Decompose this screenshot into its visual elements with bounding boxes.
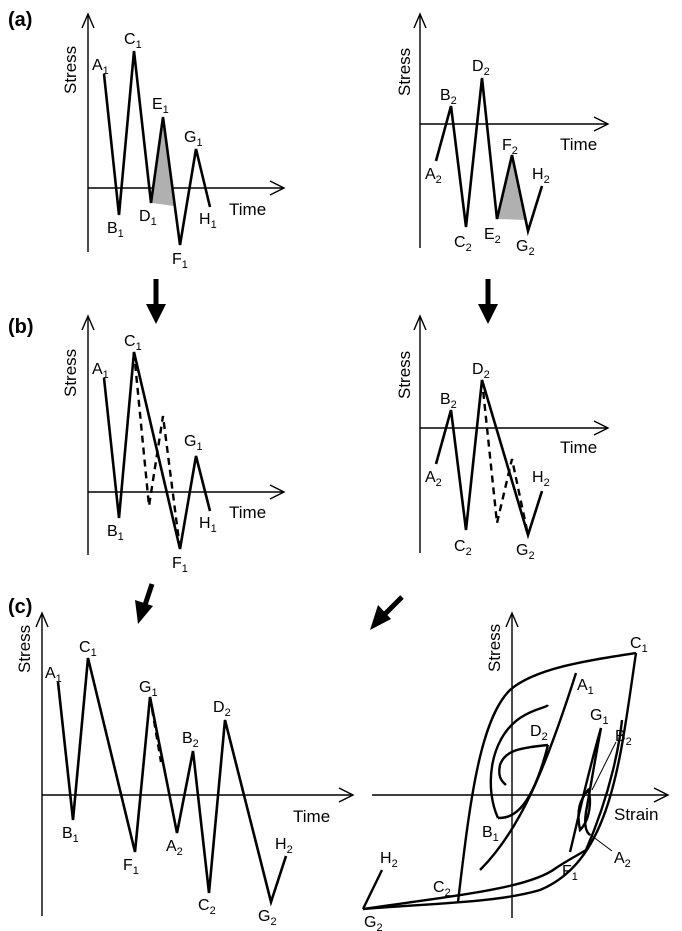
point-label-G2: G2 xyxy=(516,238,535,258)
point-label-C1: C1 xyxy=(124,31,142,51)
point-label-G2: G2 xyxy=(364,914,383,931)
point-label-B1: B1 xyxy=(62,825,79,845)
stress-axis-label: Stress xyxy=(395,48,414,96)
point-label-A1: A1 xyxy=(92,57,109,77)
stress-axis-label: Stress xyxy=(61,46,80,94)
leader-line-a2 xyxy=(587,832,613,852)
flow-arrow-right-bc xyxy=(370,595,404,630)
plot-c-left: Stress Time A1 C1 G1 B2 D2 H2 B1 F1 A2 C… xyxy=(15,611,355,928)
point-label-A1: A1 xyxy=(45,665,62,685)
leader-line-b2 xyxy=(591,741,617,791)
point-label-F2: F2 xyxy=(502,137,518,157)
point-label-D2: D2 xyxy=(530,723,548,743)
hysteresis-outer-descending xyxy=(362,652,638,911)
point-label-B2: B2 xyxy=(440,391,457,411)
hysteresis-branch-h2 xyxy=(361,869,384,910)
stress-signal-1 xyxy=(102,50,212,246)
flow-arrow-left-bc xyxy=(135,583,155,624)
plot-b-left: Stress Time A1 C1 G1 B1 F1 H1 xyxy=(61,314,286,575)
plot-a-right: Stress Time B2 D2 F2 H2 A2 C2 E2 G2 xyxy=(395,12,610,258)
flow-arrow-left-ab xyxy=(146,279,166,324)
point-label-B1: B1 xyxy=(482,824,499,844)
stress-axis-label: Stress xyxy=(15,625,34,673)
point-label-G1: G1 xyxy=(590,707,609,727)
point-label-D1: D1 xyxy=(139,208,157,228)
hysteresis-loop-b1 xyxy=(489,704,549,819)
point-label-C1: C1 xyxy=(630,635,648,655)
point-label-H2: H2 xyxy=(532,166,550,186)
hysteresis-outer-ascending-lower xyxy=(362,719,624,911)
panel-label-a: (a) xyxy=(8,9,32,31)
point-label-A2: A2 xyxy=(425,166,442,186)
flow-arrow-right-ab xyxy=(478,279,498,324)
point-label-C2: C2 xyxy=(433,879,451,899)
plot-c-right: Stress Strain C1 A1 D2 G1 B2 B1 A2 F1 C2… xyxy=(361,611,670,931)
time-axis-label: Time xyxy=(293,807,330,826)
point-label-C1: C1 xyxy=(124,333,142,353)
point-label-B2: B2 xyxy=(182,730,199,750)
point-label-D2: D2 xyxy=(472,361,490,381)
point-label-C2: C2 xyxy=(454,538,472,558)
panel-label-b: (b) xyxy=(8,316,34,338)
time-axis-label: Time xyxy=(560,135,597,154)
point-label-A2: A2 xyxy=(166,838,183,858)
point-label-A2: A2 xyxy=(614,850,631,870)
removed-cycle-dashed-3 xyxy=(148,696,163,763)
point-label-F1: F1 xyxy=(562,863,578,883)
time-axis-label: Time xyxy=(229,503,266,522)
panel-label-c: (c) xyxy=(8,596,32,618)
point-label-G2: G2 xyxy=(516,542,535,562)
point-label-D2: D2 xyxy=(472,58,490,78)
strain-axis-label: Strain xyxy=(614,805,658,824)
point-label-B2: B2 xyxy=(615,728,632,748)
stress-signal-2 xyxy=(434,77,544,237)
plot-b-right: Stress Time B2 D2 H2 A2 C2 G2 xyxy=(395,314,610,562)
point-label-H2: H2 xyxy=(275,836,293,856)
point-label-F1: F1 xyxy=(172,555,188,575)
hysteresis-loop-d2-right xyxy=(497,744,550,820)
hysteresis-loop-d2-top xyxy=(498,743,549,786)
point-label-C2: C2 xyxy=(454,234,472,254)
point-label-F1: F1 xyxy=(123,857,139,877)
stress-axis-label: Stress xyxy=(485,624,504,672)
point-label-G1: G1 xyxy=(184,129,203,149)
point-label-F1: F1 xyxy=(172,251,188,271)
hysteresis-loop-g1 xyxy=(584,727,603,836)
point-label-E1: E1 xyxy=(152,96,169,116)
time-axis-label: Time xyxy=(229,200,266,219)
hysteresis-loop-b2-a2 xyxy=(577,787,592,833)
point-label-H1: H1 xyxy=(199,515,217,535)
shaded-region-1 xyxy=(152,117,174,206)
point-label-H1: H1 xyxy=(199,211,217,231)
removed-cycle-dashed-1 xyxy=(132,351,182,550)
stress-signal-2-reduced xyxy=(434,379,544,540)
time-axis-label: Time xyxy=(560,438,597,457)
point-label-B1: B1 xyxy=(107,220,124,240)
point-label-H2: H2 xyxy=(532,469,550,489)
combined-stress-signal xyxy=(56,657,288,907)
shaded-region-2 xyxy=(497,155,527,220)
point-label-C1: C1 xyxy=(79,639,97,659)
point-label-E2: E2 xyxy=(484,226,501,246)
point-label-A1: A1 xyxy=(577,677,594,697)
point-label-H2: H2 xyxy=(380,850,398,870)
point-label-A1: A1 xyxy=(92,361,109,381)
point-label-G1: G1 xyxy=(139,679,158,699)
point-label-B1: B1 xyxy=(107,523,124,543)
point-label-C2: C2 xyxy=(198,897,216,917)
point-label-A2: A2 xyxy=(425,469,442,489)
stress-axis-label: Stress xyxy=(395,351,414,399)
point-label-D2: D2 xyxy=(213,699,231,719)
point-label-B2: B2 xyxy=(440,87,457,107)
stress-axis-label: Stress xyxy=(61,349,80,397)
hysteresis-outer-ascending xyxy=(456,651,637,903)
plot-a-left: Stress Time A1 C1 E1 G1 B1 D1 F1 H1 xyxy=(61,12,286,271)
point-label-G2: G2 xyxy=(258,908,277,928)
point-label-G1: G1 xyxy=(184,433,203,453)
